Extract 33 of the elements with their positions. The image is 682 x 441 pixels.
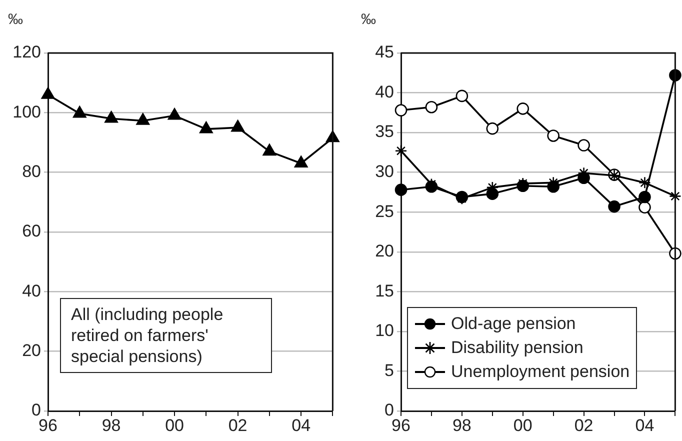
x-tick-label: 00 xyxy=(513,416,532,435)
y-axis-title: ‰ xyxy=(8,11,23,28)
y-tick-label: 40 xyxy=(22,281,41,300)
y-tick-label: 0 xyxy=(384,400,394,420)
y-tick-label: 40 xyxy=(375,82,394,102)
legend-label: Unemployment pension xyxy=(451,362,630,382)
x-tick-label: 98 xyxy=(102,416,121,435)
legend-label: Old-age pension xyxy=(451,314,576,334)
y-tick-label: 30 xyxy=(375,162,394,182)
x-tick-label: 96 xyxy=(392,416,410,435)
y-tick-label: 20 xyxy=(22,341,41,360)
x-tick-label: 04 xyxy=(292,416,311,435)
y-tick-label: 15 xyxy=(375,281,394,300)
y-tick-label: 5 xyxy=(384,360,394,380)
x-tick-label: 96 xyxy=(38,416,58,435)
y-tick-label: 25 xyxy=(375,202,394,221)
y-tick-label: 80 xyxy=(22,162,41,182)
x-tick-label: 98 xyxy=(452,416,472,435)
x-tick-label: 04 xyxy=(635,416,654,435)
y-tick-label: 60 xyxy=(22,222,41,241)
y-tick-label: 45 xyxy=(375,42,394,62)
y-tick-label: 0 xyxy=(32,400,41,420)
x-tick-label: 02 xyxy=(228,416,248,435)
text-box: All (including people retired on farmers' special pensions) xyxy=(60,298,272,373)
y-tick-label: 20 xyxy=(375,242,394,261)
y-tick-label: 100 xyxy=(12,102,41,122)
y-axis-title: ‰ xyxy=(361,11,376,28)
y-tick-label: 35 xyxy=(375,122,394,142)
x-tick-label: 00 xyxy=(165,416,184,435)
y-tick-label: 10 xyxy=(375,321,394,340)
legend-label: Disability pension xyxy=(451,338,584,358)
x-tick-label: 02 xyxy=(574,416,594,435)
y-tick-label: 120 xyxy=(12,42,41,62)
